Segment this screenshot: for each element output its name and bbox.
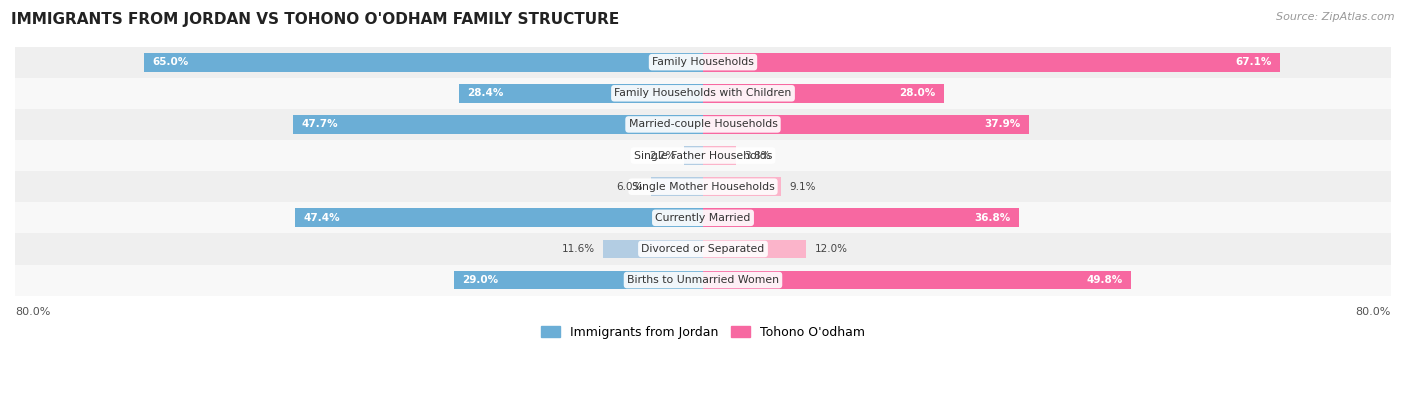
Text: Family Households: Family Households — [652, 57, 754, 67]
Bar — [15, 171, 1391, 202]
Text: 12.0%: 12.0% — [815, 244, 848, 254]
Bar — [292, 115, 703, 134]
Text: 37.9%: 37.9% — [984, 119, 1021, 130]
Text: 3.8%: 3.8% — [744, 150, 770, 160]
Text: IMMIGRANTS FROM JORDAN VS TOHONO O'ODHAM FAMILY STRUCTURE: IMMIGRANTS FROM JORDAN VS TOHONO O'ODHAM… — [11, 12, 620, 27]
Bar — [685, 146, 703, 165]
Text: 2.2%: 2.2% — [650, 150, 675, 160]
Bar — [454, 271, 703, 290]
Text: 80.0%: 80.0% — [1355, 307, 1391, 316]
Bar — [15, 78, 1391, 109]
Text: 67.1%: 67.1% — [1234, 57, 1271, 67]
Text: 28.0%: 28.0% — [898, 88, 935, 98]
Bar — [295, 209, 703, 227]
Text: 47.7%: 47.7% — [301, 119, 337, 130]
Text: 80.0%: 80.0% — [15, 307, 51, 316]
Bar — [703, 146, 735, 165]
Text: 6.0%: 6.0% — [616, 182, 643, 192]
Text: Divorced or Separated: Divorced or Separated — [641, 244, 765, 254]
Bar — [15, 202, 1391, 233]
Text: 29.0%: 29.0% — [463, 275, 498, 285]
Bar — [603, 240, 703, 258]
Bar — [143, 53, 703, 71]
Bar — [15, 233, 1391, 265]
Text: 11.6%: 11.6% — [561, 244, 595, 254]
Bar — [703, 84, 943, 103]
Text: Currently Married: Currently Married — [655, 213, 751, 223]
Text: 9.1%: 9.1% — [790, 182, 817, 192]
Bar — [703, 240, 806, 258]
Bar — [458, 84, 703, 103]
Text: 49.8%: 49.8% — [1087, 275, 1122, 285]
Text: Source: ZipAtlas.com: Source: ZipAtlas.com — [1277, 12, 1395, 22]
Bar — [703, 271, 1132, 290]
Text: Births to Unmarried Women: Births to Unmarried Women — [627, 275, 779, 285]
Bar — [15, 109, 1391, 140]
Bar — [703, 177, 782, 196]
Text: 36.8%: 36.8% — [974, 213, 1011, 223]
Bar — [651, 177, 703, 196]
Text: Married-couple Households: Married-couple Households — [628, 119, 778, 130]
Text: 47.4%: 47.4% — [304, 213, 340, 223]
Bar — [15, 140, 1391, 171]
Bar — [703, 209, 1019, 227]
Text: 28.4%: 28.4% — [467, 88, 503, 98]
Bar — [703, 115, 1029, 134]
Text: Family Households with Children: Family Households with Children — [614, 88, 792, 98]
Bar — [15, 47, 1391, 78]
Bar — [15, 265, 1391, 295]
Bar — [703, 53, 1279, 71]
Legend: Immigrants from Jordan, Tohono O'odham: Immigrants from Jordan, Tohono O'odham — [536, 321, 870, 344]
Text: 65.0%: 65.0% — [153, 57, 188, 67]
Text: Single Father Households: Single Father Households — [634, 150, 772, 160]
Text: Single Mother Households: Single Mother Households — [631, 182, 775, 192]
